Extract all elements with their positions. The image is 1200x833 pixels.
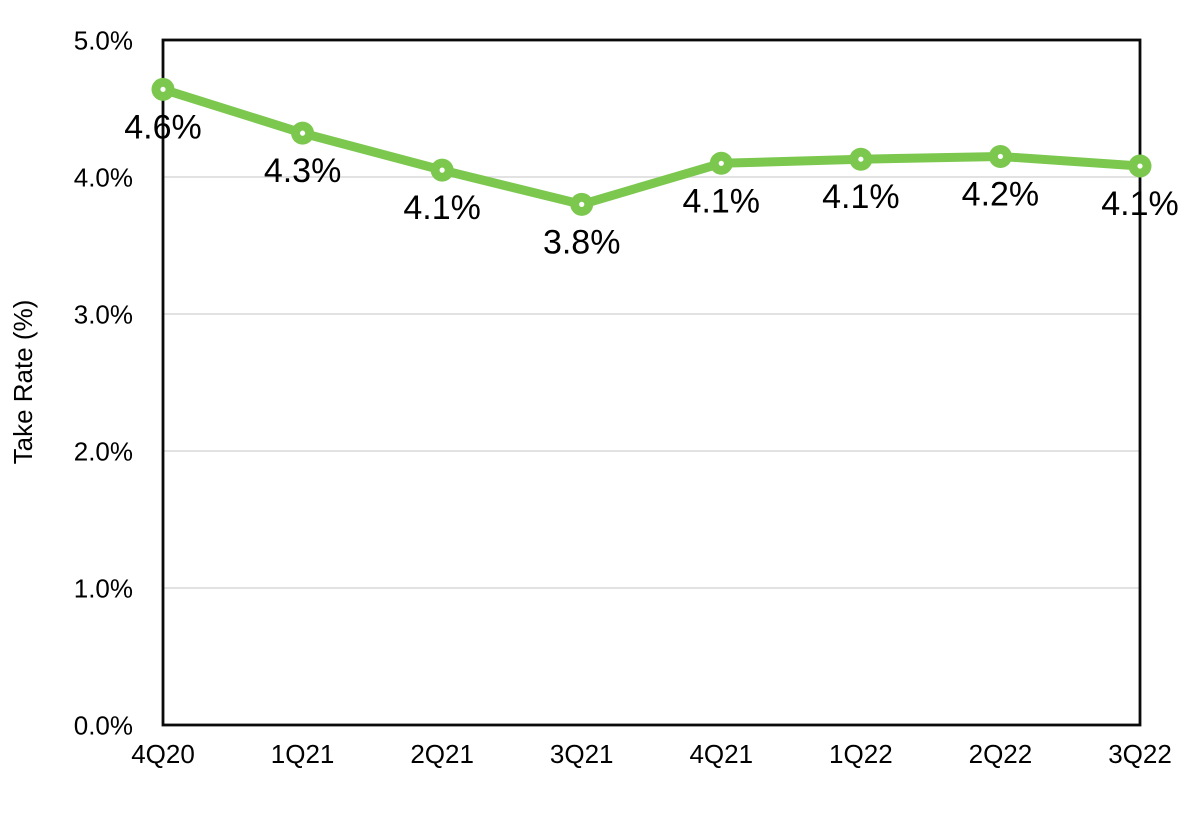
data-point-marker-center-dot [997,153,1004,160]
data-point-label: 4.6% [124,108,202,146]
data-point-marker-center-dot [579,201,585,207]
x-tick-label: 3Q21 [550,739,614,769]
data-point-marker-center-dot [858,156,864,162]
x-tick-label: 2Q22 [969,739,1033,769]
data-point-label: 4.1% [1101,185,1179,223]
plot-area-border [161,38,1142,727]
y-tick-label: 4.0% [74,163,133,193]
gridlines [163,176,1140,589]
series-take-rate [151,77,1152,216]
data-point-label: 4.1% [683,182,761,220]
data-point-marker-center-dot [299,130,306,136]
x-tick-label: 2Q21 [410,739,474,769]
y-tick-label: 0.0% [74,711,133,741]
data-point-label: 4.2% [962,175,1040,213]
data-point-marker-center-dot [718,160,724,166]
y-tick-label: 1.0% [74,574,133,604]
y-axis-tick-labels: 0.0% 1.0% 2.0% 3.0% 4.0% 5.0% [74,26,133,741]
data-point-label: 4.1% [822,178,900,216]
data-point-label: 4.3% [264,152,342,190]
y-axis-title: Take Rate (%) [8,300,38,465]
data-point-label: 4.1% [403,189,481,227]
data-point-marker-center-dot [439,167,445,173]
y-tick-label: 3.0% [74,300,133,330]
x-axis-tick-labels: 4Q20 1Q21 2Q21 3Q21 4Q21 1Q22 2Q22 3Q22 [131,739,1172,769]
y-tick-label: 2.0% [74,437,133,467]
y-tick-label: 5.0% [74,26,133,56]
x-tick-label: 1Q21 [271,739,335,769]
data-point-label: 3.8% [543,223,621,261]
series-line [158,84,1145,209]
data-point-marker-center-dot [160,86,166,92]
x-tick-label: 4Q20 [131,739,195,769]
x-tick-label: 4Q21 [689,739,753,769]
x-tick-label: 3Q22 [1108,739,1172,769]
data-point-marker-center-dot [1137,163,1143,169]
x-tick-label: 1Q22 [829,739,893,769]
data-point-labels: 4.6% 4.3% 4.1% 3.8% 4.1% 4.1% 4.2% 4.1% [124,108,1179,261]
